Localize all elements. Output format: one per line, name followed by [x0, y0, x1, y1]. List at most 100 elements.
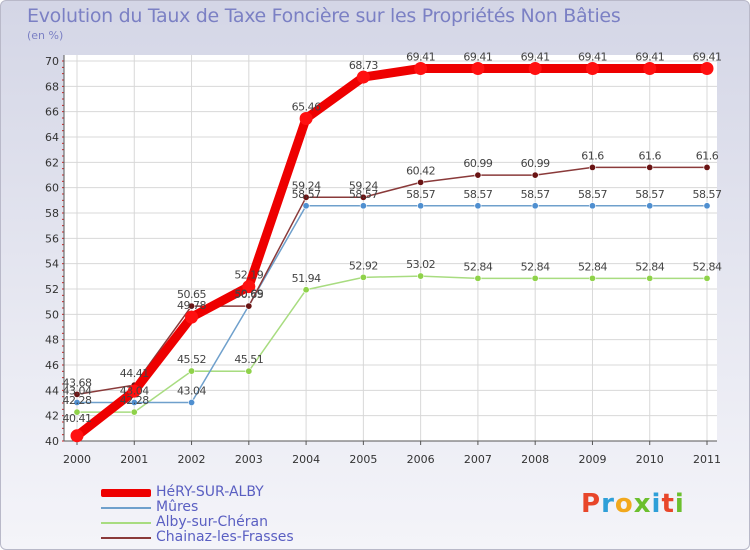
y-tick-label: 62: [45, 156, 59, 169]
logo-letter: x: [633, 489, 652, 519]
series-line: [76, 166, 708, 396]
logo-letter: i: [674, 489, 685, 519]
data-label: 69.41: [406, 50, 435, 63]
data-label: 58.57: [635, 188, 664, 201]
legend-swatch: [101, 537, 151, 539]
x-tick-label: 2003: [235, 453, 263, 466]
data-point: [302, 286, 310, 294]
data-label: 52.84: [578, 260, 607, 273]
x-tick-label: 2010: [636, 453, 664, 466]
data-point: [188, 302, 196, 310]
y-tick-label: 56: [45, 232, 59, 245]
data-label: 52.84: [693, 260, 722, 273]
data-point: [302, 193, 310, 201]
x-tick-label: 2002: [178, 453, 206, 466]
data-label: 69.41: [463, 50, 492, 63]
logo-letter: t: [661, 489, 675, 519]
data-point: [414, 61, 428, 75]
data-label: 52.19: [234, 269, 263, 282]
legend-item: Mûres: [101, 500, 361, 515]
data-label: 43.68: [63, 376, 92, 389]
data-label: 61.6: [696, 149, 719, 162]
y-tick-label: 50: [45, 308, 59, 321]
y-tick-label: 42: [45, 410, 59, 423]
data-label: 60.99: [521, 157, 550, 170]
data-point: [130, 398, 138, 406]
data-label: 60.99: [463, 157, 492, 170]
data-label: 59.24: [349, 179, 378, 192]
proxiti-logo: Proxiti: [581, 489, 685, 519]
data-label: 52.84: [635, 260, 664, 273]
data-point: [127, 384, 141, 398]
x-tick-label: 2000: [63, 453, 91, 466]
data-label: 43.04: [120, 384, 149, 397]
data-point: [703, 274, 711, 282]
logo-letter: i: [651, 489, 662, 519]
data-label: 42.28: [120, 394, 149, 407]
data-point: [588, 202, 596, 210]
data-point: [417, 202, 425, 210]
legend-label: Alby-sur-Chéran: [156, 514, 268, 530]
y-tick-label: 64: [45, 131, 59, 144]
data-label: 43.04: [63, 384, 92, 397]
legend-item: Chainaz-les-Frasses: [101, 530, 361, 545]
x-tick-label: 2004: [292, 453, 320, 466]
data-point: [73, 390, 81, 398]
data-label: 58.57: [521, 188, 550, 201]
data-point: [474, 202, 482, 210]
data-label: 58.57: [406, 188, 435, 201]
data-point: [703, 202, 711, 210]
data-point: [643, 61, 657, 75]
legend-item: Alby-sur-Chéran: [101, 515, 361, 530]
data-point: [531, 202, 539, 210]
data-point: [700, 61, 714, 75]
data-label: 58.57: [693, 188, 722, 201]
data-label: 69.41: [693, 50, 722, 63]
data-label: 42.28: [63, 394, 92, 407]
data-point: [359, 202, 367, 210]
data-label: 60.42: [406, 164, 435, 177]
legend-label: HéRY-SUR-ALBY: [156, 484, 264, 500]
data-point: [531, 274, 539, 282]
series-line: [76, 275, 708, 413]
series-line: [72, 63, 712, 441]
legend-label: Chainaz-les-Frasses: [156, 529, 294, 545]
x-tick-label: 2007: [464, 453, 492, 466]
data-point: [474, 171, 482, 179]
data-point: [417, 178, 425, 186]
y-tick-label: 60: [45, 182, 59, 195]
data-label: 50.65: [234, 288, 263, 301]
data-point: [588, 163, 596, 171]
logo-letter: r: [601, 489, 615, 519]
data-point: [646, 274, 654, 282]
legend-label: Mûres: [156, 499, 199, 515]
plot-area: [64, 55, 717, 441]
data-point: [588, 274, 596, 282]
data-label: 40.41: [63, 412, 92, 425]
data-label: 58.57: [463, 188, 492, 201]
data-label: 49.78: [177, 299, 206, 312]
data-point: [130, 408, 138, 416]
logo-letter: P: [581, 489, 602, 519]
data-label: 69.41: [521, 50, 550, 63]
legend-swatch: [101, 489, 151, 497]
data-label: 51.94: [292, 272, 321, 285]
y-tick-label: 52: [45, 283, 59, 296]
legend-swatch: [101, 522, 151, 524]
data-point: [585, 61, 599, 75]
data-label: 50.65: [177, 288, 206, 301]
y-tick-label: 68: [45, 80, 59, 93]
x-tick-label: 2001: [120, 453, 148, 466]
logo-letter: o: [614, 489, 634, 519]
x-tick-label: 2011: [693, 453, 721, 466]
data-point: [417, 272, 425, 280]
data-label: 45.52: [177, 353, 206, 366]
data-point: [356, 70, 370, 84]
legend-swatch: [101, 507, 151, 509]
data-point: [242, 280, 256, 294]
data-label: 52.92: [349, 259, 378, 272]
data-point: [531, 171, 539, 179]
data-point: [646, 163, 654, 171]
